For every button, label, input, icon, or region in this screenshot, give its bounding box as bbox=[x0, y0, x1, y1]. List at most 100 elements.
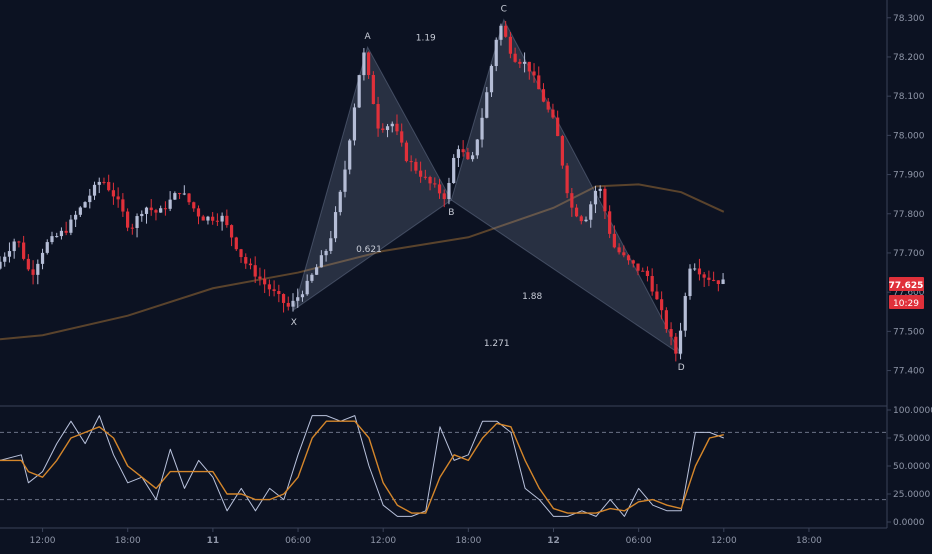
candle-body bbox=[655, 291, 659, 300]
time-axis: 12:00 18:00 11 06:00 12:00 18:00 12 06:00 12:00 1… bbox=[30, 528, 822, 546]
time-tick-label: 12:00 bbox=[30, 536, 56, 546]
pattern-point-label: C bbox=[501, 5, 507, 15]
candle-body bbox=[362, 52, 366, 76]
candle-body bbox=[173, 193, 177, 200]
moving-average-line bbox=[0, 183, 725, 341]
candle-body bbox=[348, 140, 352, 170]
candle-body bbox=[69, 219, 73, 233]
candle-body bbox=[400, 131, 404, 143]
candle-body bbox=[305, 280, 309, 295]
candle-body bbox=[329, 238, 333, 251]
candle-body bbox=[442, 193, 446, 200]
candle-body bbox=[300, 294, 305, 298]
time-tick-label: 12 bbox=[547, 536, 560, 546]
candle-body bbox=[546, 101, 550, 110]
candle-body bbox=[650, 276, 654, 292]
candle-body bbox=[522, 61, 527, 64]
price-tick-label: 78.200 bbox=[893, 53, 925, 63]
candle-body bbox=[579, 216, 583, 222]
pattern-ratio-label: 0.621 bbox=[356, 245, 382, 255]
candle-body bbox=[187, 193, 191, 203]
candle-body bbox=[608, 211, 612, 234]
candle-body bbox=[177, 193, 182, 195]
candle-body bbox=[669, 329, 673, 337]
candle-body bbox=[206, 216, 210, 221]
candle-body bbox=[357, 75, 361, 108]
candle-body bbox=[664, 310, 668, 330]
time-tick-label: 11 bbox=[207, 536, 220, 546]
candle-body bbox=[678, 330, 683, 354]
candle-body bbox=[3, 256, 7, 262]
candle-body bbox=[423, 176, 427, 178]
candle-body bbox=[97, 181, 101, 185]
candle-body bbox=[371, 74, 375, 105]
candle-body bbox=[598, 188, 602, 191]
candle-body bbox=[437, 184, 442, 194]
candle-body bbox=[55, 236, 59, 238]
candle-body bbox=[617, 247, 621, 253]
candle-body bbox=[376, 104, 380, 129]
candle-body bbox=[74, 214, 78, 220]
candle-body bbox=[239, 249, 243, 258]
candle-body bbox=[447, 183, 451, 200]
candle-body bbox=[541, 89, 546, 102]
candle-body bbox=[229, 225, 234, 238]
candle-body bbox=[168, 199, 172, 209]
candle-body bbox=[88, 195, 92, 203]
price-tick-label: 77.600 bbox=[893, 288, 925, 298]
candle-body bbox=[0, 261, 2, 269]
candle-body bbox=[480, 117, 484, 140]
candle-body bbox=[570, 193, 574, 208]
price-tag: 77.625 10:29 bbox=[889, 277, 924, 309]
candle-body bbox=[92, 184, 97, 196]
candle-body bbox=[537, 75, 541, 90]
candle-body bbox=[518, 61, 522, 64]
candle-body bbox=[159, 208, 163, 213]
stoch-d-line bbox=[0, 420, 724, 514]
price-tick-label: 77.500 bbox=[893, 327, 925, 337]
price-tick-label: 77.700 bbox=[893, 249, 925, 259]
candle-body bbox=[7, 251, 12, 257]
stochastic-layer bbox=[0, 415, 887, 517]
candle-body bbox=[244, 257, 248, 264]
pattern-ratio-label: 1.271 bbox=[484, 339, 510, 349]
candle-body bbox=[135, 216, 139, 228]
pattern-point-label: D bbox=[678, 363, 685, 373]
price-tick-label: 77.900 bbox=[893, 171, 925, 181]
candle-body bbox=[192, 202, 196, 209]
candle-body bbox=[504, 25, 508, 37]
stoch-k-line bbox=[0, 415, 724, 517]
candle-body bbox=[267, 284, 271, 290]
candle-body bbox=[494, 39, 498, 67]
candle-body bbox=[712, 279, 716, 281]
candle-body bbox=[452, 157, 456, 184]
time-tick-label: 12:00 bbox=[711, 536, 737, 546]
candle-body bbox=[461, 149, 465, 153]
candle-body bbox=[343, 169, 347, 192]
candle-body bbox=[508, 36, 513, 54]
candle-body bbox=[636, 263, 640, 271]
candle-body bbox=[140, 213, 144, 217]
candle-body bbox=[707, 277, 711, 280]
candle-body bbox=[688, 268, 692, 297]
candle-body bbox=[40, 252, 45, 264]
countdown-label: 10:29 bbox=[893, 299, 919, 309]
candle-body bbox=[693, 268, 697, 270]
stoch-tick-label: 100.0000 bbox=[893, 406, 932, 416]
candle-body bbox=[603, 188, 607, 212]
candle-body bbox=[574, 207, 579, 217]
stochastic-axis: 100.0000 75.0000 50.0000 25.0000 0.0000 bbox=[887, 406, 932, 528]
candle-body bbox=[215, 220, 219, 222]
candle-body bbox=[130, 227, 134, 229]
candle-body bbox=[683, 296, 687, 331]
candle-body bbox=[258, 276, 262, 279]
candle-body bbox=[470, 155, 475, 160]
candle-body bbox=[485, 92, 489, 118]
candle-body bbox=[182, 193, 186, 195]
candle-body bbox=[310, 274, 314, 281]
candle-body bbox=[319, 255, 323, 268]
candle-body bbox=[149, 207, 153, 211]
